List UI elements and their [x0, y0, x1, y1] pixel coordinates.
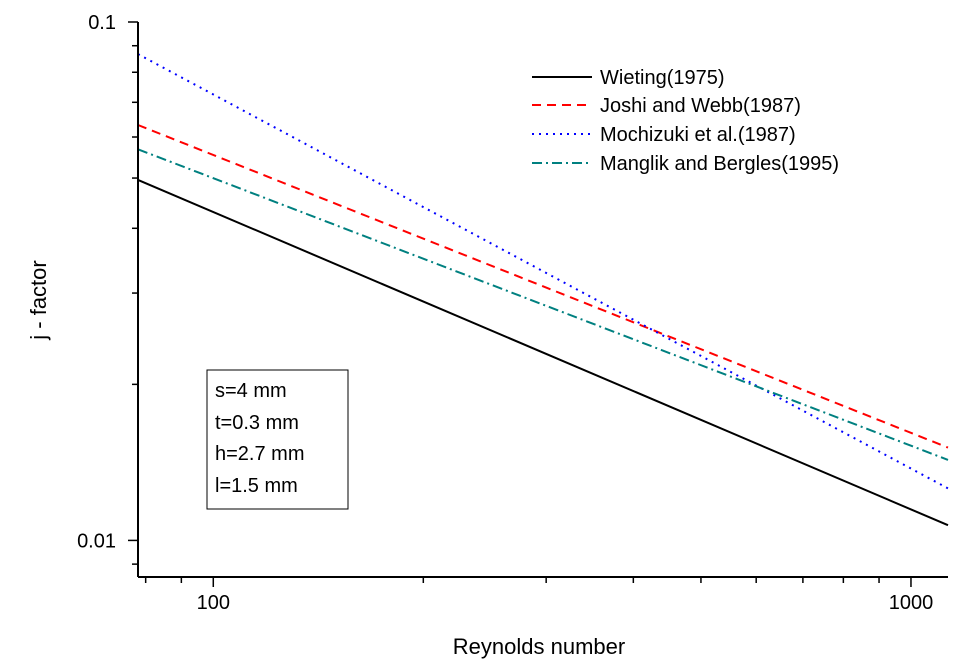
parameter-h: h=2.7 mm [215, 443, 304, 465]
parameter-box: s=4 mm t=0.3 mm h=2.7 mm l=1.5 mm [206, 369, 349, 510]
legend-label-1: Joshi and Webb(1987) [600, 95, 801, 117]
x-tick-label-1: 1000 [889, 592, 934, 614]
x-tick-label-0: 100 [197, 592, 230, 614]
x-axis-title: Reynolds number [453, 634, 625, 659]
ticks-layer: 100 1000 0.1 0.01 [77, 12, 933, 614]
y-axis-title: j - factor [26, 260, 51, 340]
parameter-t: t=0.3 mm [215, 412, 299, 434]
series-line-0 [137, 178, 949, 527]
parameter-s: s=4 mm [215, 380, 287, 402]
parameter-l: l=1.5 mm [215, 475, 298, 497]
parameter-box-border [206, 369, 349, 510]
series-line-1 [137, 124, 949, 449]
axes-layer [137, 22, 948, 578]
legend: Wieting(1975) Joshi and Webb(1987) Mochi… [532, 67, 839, 175]
series-line-3 [137, 148, 949, 461]
series-layer [137, 53, 949, 527]
y-tick-label-1: 0.01 [77, 530, 116, 552]
legend-label-3: Manglik and Bergles(1995) [600, 153, 839, 175]
y-tick-label-0: 0.1 [88, 12, 116, 34]
legend-label-2: Mochizuki et al.(1987) [600, 124, 796, 146]
legend-label-0: Wieting(1975) [600, 67, 725, 89]
